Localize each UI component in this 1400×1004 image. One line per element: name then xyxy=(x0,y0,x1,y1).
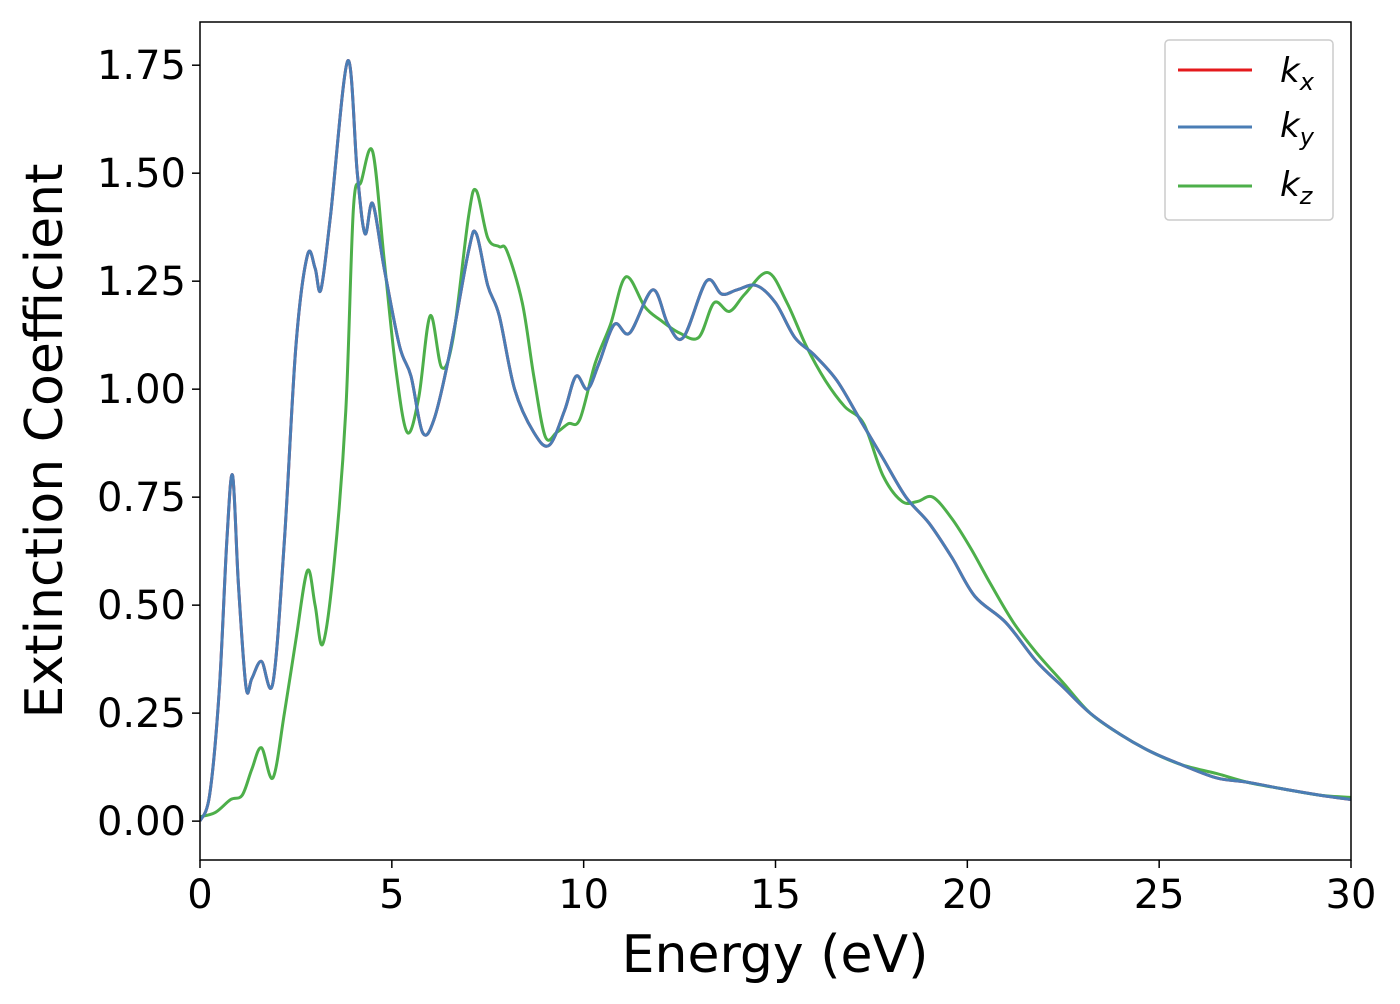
x-tick-label: 15 xyxy=(750,872,801,918)
x-axis-label: Energy (eV) xyxy=(622,925,929,985)
plot-area xyxy=(200,59,1351,822)
legend-label-ky: ky xyxy=(1280,106,1315,151)
series-line-ky xyxy=(200,59,1351,822)
legend-box xyxy=(1164,39,1334,221)
y-tick-label: 1.25 xyxy=(97,259,186,305)
y-axis-label: Extinction Coefficient xyxy=(15,164,75,719)
legend-entry-ky: ky xyxy=(1178,106,1315,151)
x-tick-label: 0 xyxy=(187,872,212,918)
legend-label-kz: kz xyxy=(1280,165,1314,210)
legend: kx ky kz xyxy=(1164,39,1334,221)
series-line-kz xyxy=(200,147,1351,819)
y-tick-label: 0.00 xyxy=(97,799,186,845)
y-tick-label: 1.00 xyxy=(97,367,186,413)
x-tick-label: 20 xyxy=(942,872,993,918)
x-tick-label: 5 xyxy=(379,872,404,918)
y-tick-label: 0.75 xyxy=(97,475,186,521)
legend-entry-kz: kz xyxy=(1178,165,1314,210)
legend-label-kx: kx xyxy=(1280,51,1315,96)
y-tick-label: 1.75 xyxy=(97,43,186,89)
x-tick-label: 30 xyxy=(1326,872,1377,918)
x-tick-label: 10 xyxy=(558,872,609,918)
axes-layer: 0 5 10 15 20 25 30 0.00 0.25 0.50 0.75 1.00 1.25 1.50… xyxy=(97,21,1377,918)
y-tick-label: 0.25 xyxy=(97,691,186,737)
y-tick-label: 1.50 xyxy=(97,151,186,197)
series-layer xyxy=(200,59,1351,822)
x-tick-label: 25 xyxy=(1134,872,1185,918)
legend-entry-kx: kx xyxy=(1178,51,1315,96)
y-tick-label: 0.50 xyxy=(97,583,186,629)
